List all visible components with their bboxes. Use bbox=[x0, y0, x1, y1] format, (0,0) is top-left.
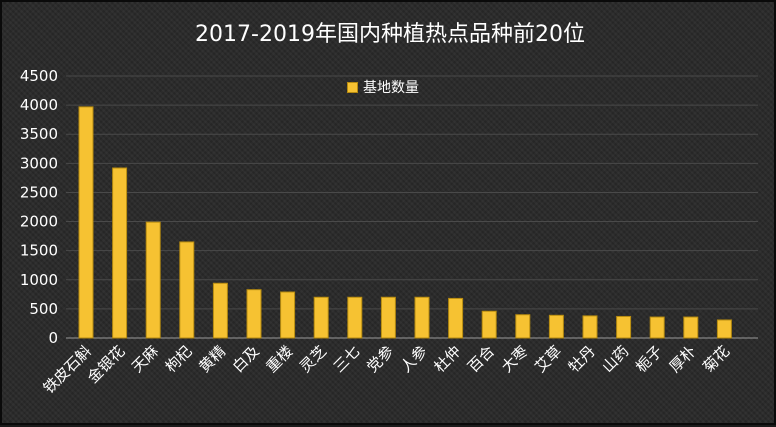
x-tick-label: 党参 bbox=[363, 342, 397, 376]
bar bbox=[414, 296, 430, 339]
bar bbox=[112, 167, 128, 339]
bar bbox=[145, 221, 161, 339]
chart-title: 2017-2019年国内种植热点品种前20位 bbox=[195, 22, 585, 47]
bar bbox=[582, 315, 598, 339]
x-tick-label: 三七 bbox=[330, 342, 364, 376]
legend: 基地数量 bbox=[347, 78, 419, 96]
x-tick-label: 人参 bbox=[397, 342, 431, 376]
bar bbox=[280, 291, 296, 339]
x-tick-label: 百合 bbox=[464, 342, 498, 376]
y-tick-label: 1000 bbox=[20, 271, 58, 289]
x-tick-label: 天麻 bbox=[128, 342, 162, 376]
y-tick-label: 1500 bbox=[20, 242, 58, 260]
x-tick-label: 白及 bbox=[229, 342, 263, 376]
legend-label: 基地数量 bbox=[363, 80, 419, 96]
bar bbox=[380, 296, 396, 339]
bar bbox=[448, 297, 464, 339]
y-tick-label: 500 bbox=[29, 300, 58, 318]
y-tick-label: 2500 bbox=[20, 183, 58, 201]
y-tick-label: 3500 bbox=[20, 125, 58, 143]
x-tick-label: 重楼 bbox=[262, 342, 296, 376]
x-tick-label: 枸杞 bbox=[162, 342, 196, 376]
y-tick-label: 4000 bbox=[20, 96, 58, 114]
bar bbox=[515, 314, 531, 339]
x-tick-label: 山药 bbox=[598, 342, 632, 376]
legend-swatch bbox=[347, 81, 358, 93]
bar bbox=[212, 282, 228, 339]
x-tick-label: 大枣 bbox=[498, 342, 532, 376]
y-tick-label: 4500 bbox=[20, 67, 58, 85]
bar bbox=[716, 319, 732, 339]
x-tick-label: 灵芝 bbox=[296, 342, 330, 376]
x-tick-label: 黄精 bbox=[195, 342, 229, 376]
bar bbox=[246, 289, 262, 339]
x-tick-label: 铁皮石斛 bbox=[40, 342, 95, 397]
x-tick-label: 杜仲 bbox=[430, 342, 464, 376]
x-tick-label: 牡丹 bbox=[565, 342, 599, 376]
y-tick-label: 0 bbox=[48, 329, 58, 347]
x-tick-label: 金银花 bbox=[84, 342, 129, 387]
x-tick-label: 厚朴 bbox=[666, 342, 700, 376]
bar bbox=[179, 241, 195, 339]
bar bbox=[616, 315, 632, 339]
x-tick-label: 艾草 bbox=[531, 342, 565, 376]
x-tick-label: 栀子 bbox=[632, 342, 666, 376]
bar bbox=[548, 314, 564, 339]
x-tick-label: 菊花 bbox=[699, 342, 733, 376]
y-tick-label: 3000 bbox=[20, 154, 58, 172]
bar bbox=[683, 316, 699, 339]
bar bbox=[313, 296, 329, 339]
y-tick-label: 2000 bbox=[20, 213, 58, 231]
bar bbox=[78, 106, 94, 339]
bar bbox=[649, 316, 665, 339]
bar bbox=[347, 296, 363, 339]
bar bbox=[481, 310, 497, 339]
